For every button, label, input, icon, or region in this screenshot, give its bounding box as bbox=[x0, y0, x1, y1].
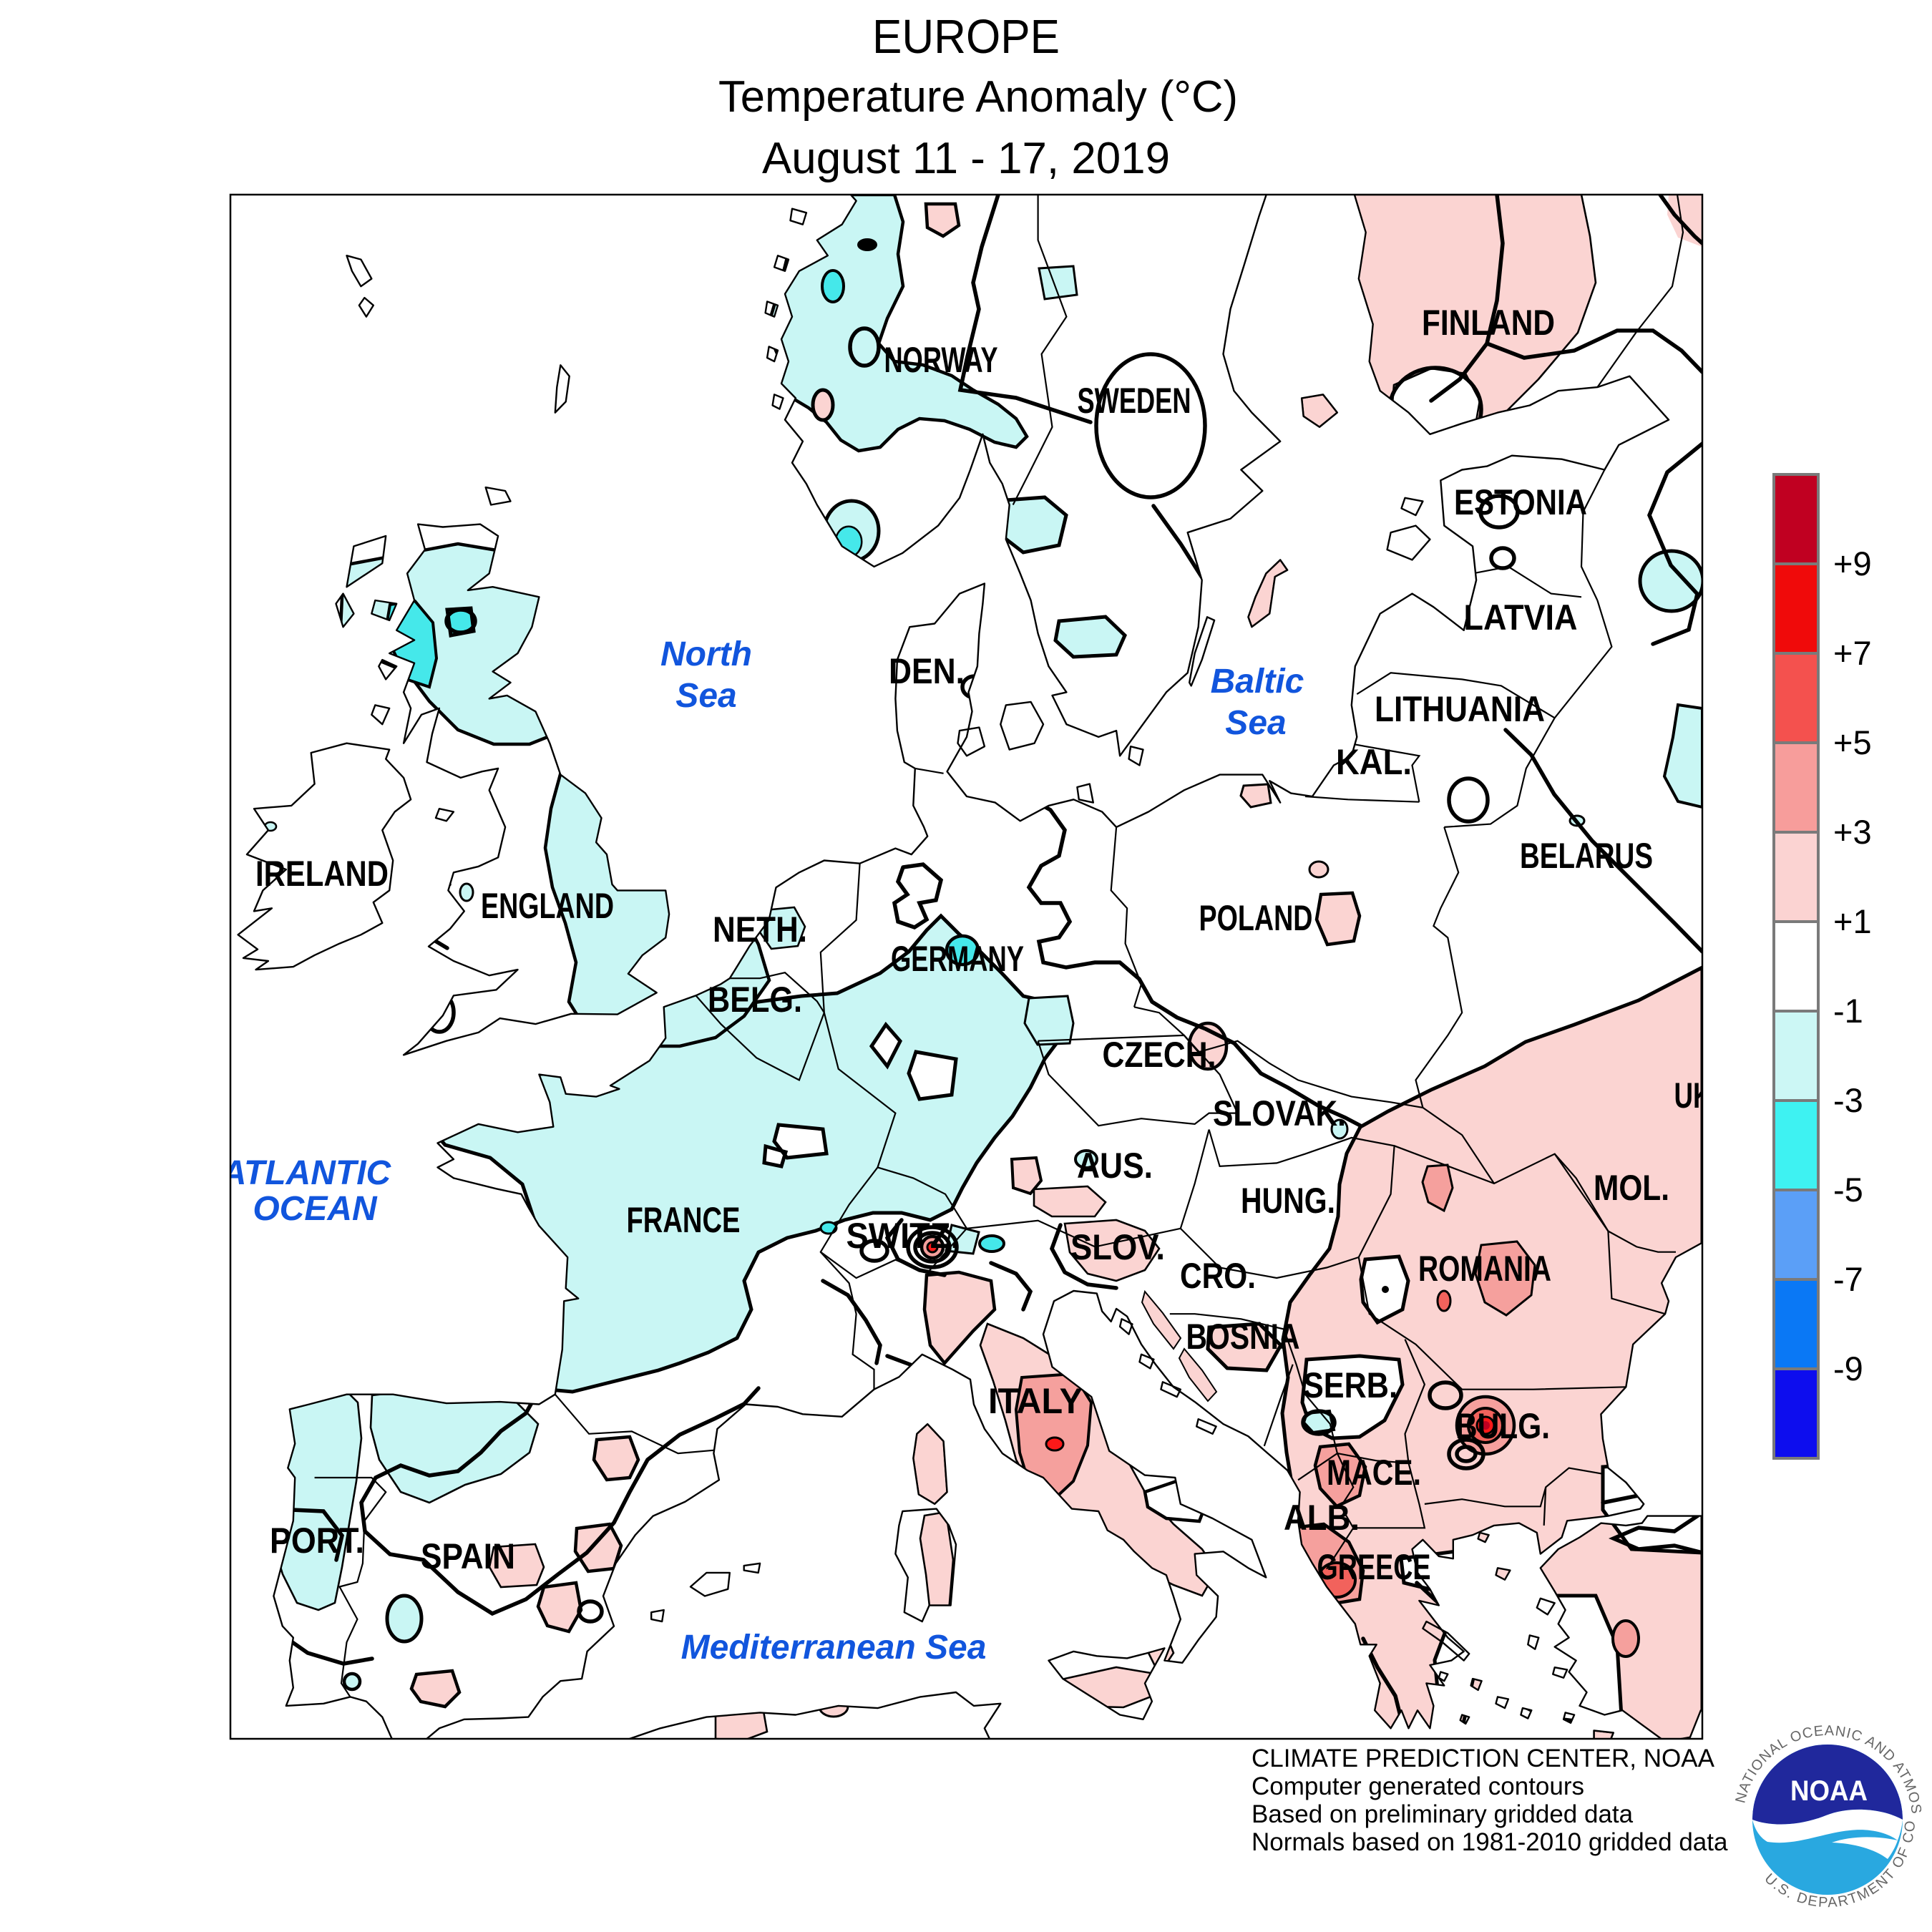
svg-text:-9: -9 bbox=[1833, 1350, 1863, 1387]
svg-text:FRANCE: FRANCE bbox=[627, 1200, 741, 1240]
svg-text:MACE.: MACE. bbox=[1327, 1453, 1421, 1493]
svg-text:LATVIA: LATVIA bbox=[1464, 597, 1578, 638]
svg-text:GREECE: GREECE bbox=[1317, 1547, 1431, 1587]
svg-text:+9: +9 bbox=[1833, 545, 1872, 582]
svg-text:ROMANIA: ROMANIA bbox=[1418, 1249, 1551, 1289]
svg-text:ENGLAND: ENGLAND bbox=[481, 886, 614, 926]
svg-text:+3: +3 bbox=[1833, 813, 1872, 851]
svg-text:AUS.: AUS. bbox=[1077, 1146, 1153, 1186]
svg-text:GERMANY: GERMANY bbox=[891, 939, 1024, 979]
svg-text:BELARUS: BELARUS bbox=[1520, 836, 1653, 876]
svg-text:Mediterranean Sea: Mediterranean Sea bbox=[681, 1629, 987, 1667]
svg-text:BOSNIA: BOSNIA bbox=[1186, 1317, 1300, 1357]
svg-text:HUNG.: HUNG. bbox=[1241, 1181, 1335, 1221]
svg-text:ATLANTIC: ATLANTIC bbox=[221, 1154, 392, 1192]
svg-text:UK: UK bbox=[1674, 1075, 1712, 1116]
svg-text:Baltic: Baltic bbox=[1211, 663, 1304, 701]
svg-text:SWITZ.: SWITZ. bbox=[847, 1216, 960, 1256]
svg-text:Computer generated contours: Computer generated contours bbox=[1252, 1772, 1584, 1800]
svg-text:CZECH.: CZECH. bbox=[1103, 1035, 1216, 1075]
svg-text:-3: -3 bbox=[1833, 1081, 1863, 1119]
svg-text:NOAA: NOAA bbox=[1790, 1775, 1868, 1807]
svg-text:-7: -7 bbox=[1833, 1260, 1863, 1298]
svg-text:KAL.: KAL. bbox=[1336, 742, 1412, 782]
svg-text:SERB.: SERB. bbox=[1303, 1365, 1397, 1405]
svg-text:SWEDEN: SWEDEN bbox=[1078, 381, 1191, 421]
svg-text:ALB.: ALB. bbox=[1284, 1498, 1360, 1538]
svg-text:CRO.: CRO. bbox=[1180, 1256, 1256, 1296]
svg-text:DEN.: DEN. bbox=[889, 651, 965, 691]
svg-text:NORWAY: NORWAY bbox=[884, 340, 998, 380]
svg-text:LITHUANIA: LITHUANIA bbox=[1375, 689, 1545, 729]
svg-text:August 11 - 17, 2019: August 11 - 17, 2019 bbox=[762, 134, 1170, 183]
svg-text:POLAND: POLAND bbox=[1199, 898, 1313, 938]
svg-text:ITALY: ITALY bbox=[988, 1381, 1083, 1421]
svg-text:-1: -1 bbox=[1833, 992, 1863, 1030]
svg-text:MOL.: MOL. bbox=[1594, 1168, 1669, 1208]
svg-text:-5: -5 bbox=[1833, 1171, 1863, 1209]
svg-text:Sea: Sea bbox=[675, 677, 736, 715]
svg-text:Temperature Anomaly (°C): Temperature Anomaly (°C) bbox=[718, 72, 1238, 122]
svg-text:FINLAND: FINLAND bbox=[1422, 303, 1555, 343]
svg-text:Normals based on 1981-2010 gri: Normals based on 1981-2010 gridded data bbox=[1252, 1828, 1728, 1856]
svg-text:Sea: Sea bbox=[1225, 704, 1286, 742]
svg-text:+7: +7 bbox=[1833, 634, 1872, 672]
svg-text:Based on preliminary gridded d: Based on preliminary gridded data bbox=[1252, 1800, 1634, 1828]
svg-text:CLIMATE PREDICTION CENTER, NOA: CLIMATE PREDICTION CENTER, NOAA bbox=[1252, 1745, 1715, 1772]
svg-text:IRELAND: IRELAND bbox=[255, 854, 389, 894]
svg-text:SLOV.: SLOV. bbox=[1070, 1227, 1165, 1267]
svg-text:North: North bbox=[660, 635, 752, 673]
svg-text:SLOVAK.: SLOVAK. bbox=[1213, 1093, 1346, 1133]
svg-text:+5: +5 bbox=[1833, 723, 1872, 761]
svg-text:+1: +1 bbox=[1833, 902, 1872, 940]
svg-text:PORT.: PORT. bbox=[270, 1521, 364, 1561]
svg-text:NETH.: NETH. bbox=[713, 909, 807, 950]
svg-text:BULG.: BULG. bbox=[1455, 1406, 1550, 1446]
svg-text:OCEAN: OCEAN bbox=[253, 1190, 378, 1228]
svg-text:ESTONIA: ESTONIA bbox=[1454, 482, 1587, 522]
svg-text:SPAIN: SPAIN bbox=[421, 1536, 515, 1576]
svg-text:EUROPE: EUROPE bbox=[872, 10, 1060, 64]
svg-text:BELG.: BELG. bbox=[708, 980, 802, 1020]
